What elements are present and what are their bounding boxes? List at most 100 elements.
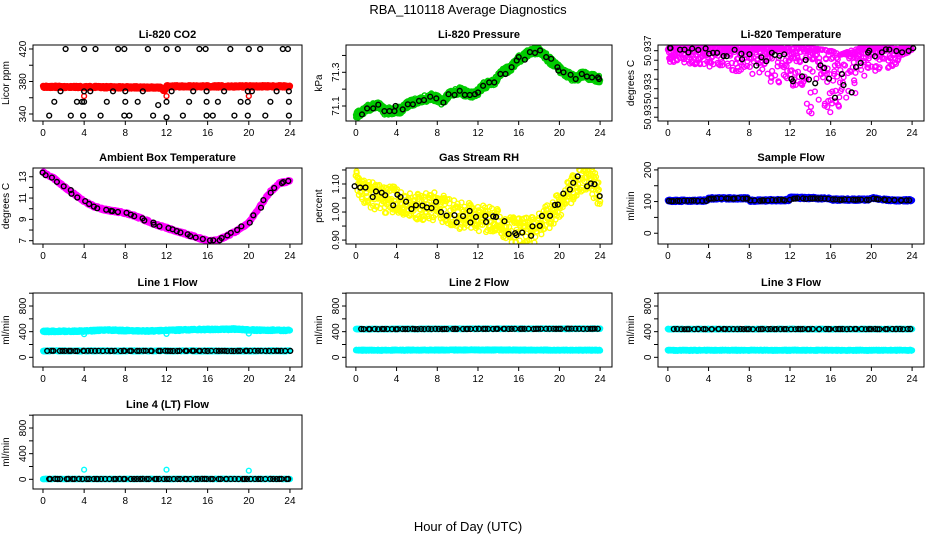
data-point [263, 113, 268, 118]
x-tick-label: 0 [353, 251, 359, 262]
y-tick-label: 50.93 [643, 104, 654, 129]
data-point [268, 99, 273, 104]
y-tick-label: 340 [18, 105, 29, 122]
data-point [828, 110, 833, 115]
series-average [40, 170, 290, 243]
y-axis: 0.90 1.00 1.10 [331, 170, 346, 250]
data-point [47, 113, 52, 118]
data-point [175, 47, 180, 52]
y-axis-label: Licor ppm [1, 61, 12, 105]
series-all-outliers [82, 94, 252, 99]
data-point [216, 99, 221, 104]
data-point [135, 99, 140, 104]
data-point [81, 113, 86, 118]
data-point [122, 47, 127, 52]
x-tick-label: 0 [40, 128, 46, 139]
y-tick-label: 1.10 [331, 174, 342, 194]
x-tick-label: 4 [81, 251, 87, 262]
x-tick-label: 4 [81, 128, 87, 139]
plot-area [665, 194, 914, 204]
data-point [862, 73, 867, 78]
y-tick-label: 71.1 [331, 96, 342, 116]
data-point [210, 113, 215, 118]
x-tick-label: 0 [40, 251, 46, 262]
x-tick-label: 8 [123, 251, 129, 262]
panel-title: Li-820 Temperature [741, 29, 842, 41]
x-tick-label: 16 [513, 128, 525, 139]
x-tick-label: 8 [123, 128, 129, 139]
panel-title: Ambient Box Temperature [99, 152, 236, 164]
y-axis-label: degrees C [626, 60, 637, 106]
x-tick-label: 16 [202, 128, 214, 139]
x-tick-label: 12 [161, 128, 173, 139]
data-point [579, 163, 584, 168]
x-tick-label: 8 [746, 128, 752, 139]
data-point [123, 99, 128, 104]
figure-title: RBA_110118 Average Diagnostics [369, 2, 567, 17]
y-axis-label: degrees C [1, 183, 12, 229]
data-point [816, 97, 821, 102]
data-point [98, 113, 103, 118]
figure-x-axis-label: Hour of Day (UTC) [414, 519, 522, 534]
data-point [477, 229, 482, 234]
data-point [75, 99, 80, 104]
y-tick-label: 1.00 [331, 202, 342, 222]
x-tick-label: 20 [554, 251, 566, 262]
x-tick-label: 8 [434, 128, 440, 139]
data-point [238, 99, 243, 104]
data-point [181, 113, 186, 118]
y-axis: 71.171.3 [331, 55, 346, 115]
data-point [228, 47, 233, 52]
data-point [578, 162, 583, 167]
data-point [246, 94, 251, 99]
plot-area [666, 46, 916, 116]
data-point [116, 47, 121, 52]
data-point [760, 67, 765, 72]
data-point [82, 94, 87, 99]
y-tick-label: 50.937 [643, 35, 654, 66]
x-tick-label: 20 [554, 128, 566, 139]
data-point [287, 113, 292, 118]
x-tick-label: 16 [202, 251, 214, 262]
x-tick-label: 0 [353, 128, 359, 139]
data-point [187, 99, 192, 104]
data-point [104, 99, 109, 104]
data-point [82, 47, 87, 52]
x-tick-label: 0 [665, 128, 671, 139]
y-tick-label: 0.90 [331, 230, 342, 250]
y-tick-label: 9 [18, 216, 29, 222]
x-tick-label: 8 [434, 251, 440, 262]
series-all [41, 169, 293, 244]
data-point [813, 81, 818, 86]
data-point [164, 115, 169, 120]
x-tick-label: 12 [784, 128, 796, 139]
data-point [93, 47, 98, 52]
plot-area [354, 45, 603, 120]
data-point [164, 47, 169, 52]
data-point [245, 99, 250, 104]
plot-area [41, 47, 293, 120]
data-point [122, 113, 127, 118]
data-point [146, 47, 151, 52]
data-point [204, 99, 209, 104]
plot-area [352, 162, 602, 248]
y-tick-label: 50.933 [643, 73, 654, 104]
y-tick-label: 420 [18, 40, 29, 57]
data-point [280, 47, 285, 52]
y-tick-label: 11 [18, 192, 29, 203]
data-point [287, 99, 292, 104]
data-point [156, 103, 161, 108]
data-point [151, 113, 156, 118]
data-point [809, 105, 814, 110]
